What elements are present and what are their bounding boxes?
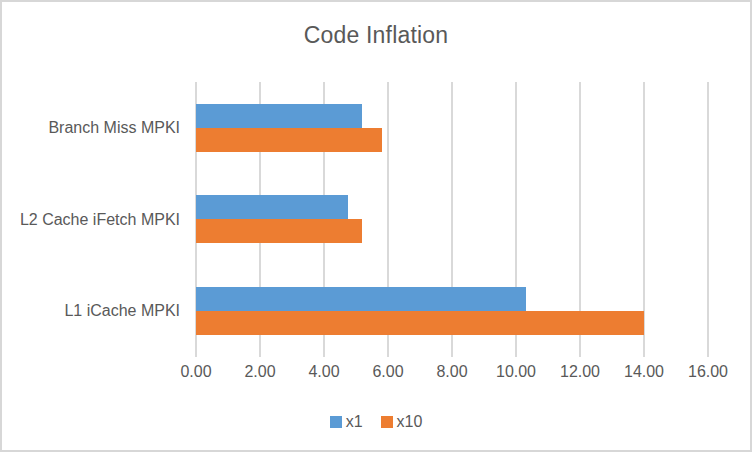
category-axis-labels: Branch Miss MPKIL2 Cache iFetch MPKIL1 i… [2, 82, 188, 357]
x-axis-tick-label: 14.00 [624, 363, 664, 381]
bar-x10 [196, 219, 362, 243]
bar-x10 [196, 311, 644, 335]
bar-x1 [196, 195, 348, 219]
bar-x1 [196, 104, 362, 128]
x-axis-tick-label: 10.00 [496, 363, 536, 381]
x-axis-tick-label: 2.00 [244, 363, 275, 381]
x-axis-tick-label: 12.00 [560, 363, 600, 381]
legend-item: x1 [330, 413, 363, 431]
legend-swatch-icon [381, 416, 393, 428]
legend-item: x10 [381, 413, 423, 431]
bar-chart: Code Inflation Branch Miss MPKIL2 Cache … [0, 0, 752, 452]
value-axis-tick-labels: 0.00 2.00 4.00 6.00 8.00 10.00 12.00 14.00 16.00 [2, 363, 750, 383]
bar-group [196, 195, 362, 243]
chart-title: Code Inflation [2, 22, 750, 49]
x-axis-tick-label: 16.00 [688, 363, 728, 381]
bar-group [196, 104, 382, 152]
bar-row [196, 174, 708, 266]
legend-swatch-icon [330, 416, 342, 428]
x-axis-tick-label: 6.00 [372, 363, 403, 381]
bar-rows [196, 82, 708, 357]
x-axis-tick-label: 0.00 [180, 363, 211, 381]
legend-label: x1 [346, 413, 363, 431]
legend: x1 x10 [2, 413, 750, 431]
bar-group [196, 287, 644, 335]
bar-row [196, 265, 708, 357]
x-axis-tick-label: 4.00 [308, 363, 339, 381]
x-axis-tick-label: 8.00 [436, 363, 467, 381]
category-label: L2 Cache iFetch MPKI [2, 174, 188, 266]
bar-x1 [196, 287, 526, 311]
legend-label: x10 [397, 413, 423, 431]
bar-row [196, 82, 708, 174]
category-label: L1 iCache MPKI [2, 265, 188, 357]
plot-area [196, 82, 708, 357]
bar-x10 [196, 128, 382, 152]
category-label: Branch Miss MPKI [2, 82, 188, 174]
